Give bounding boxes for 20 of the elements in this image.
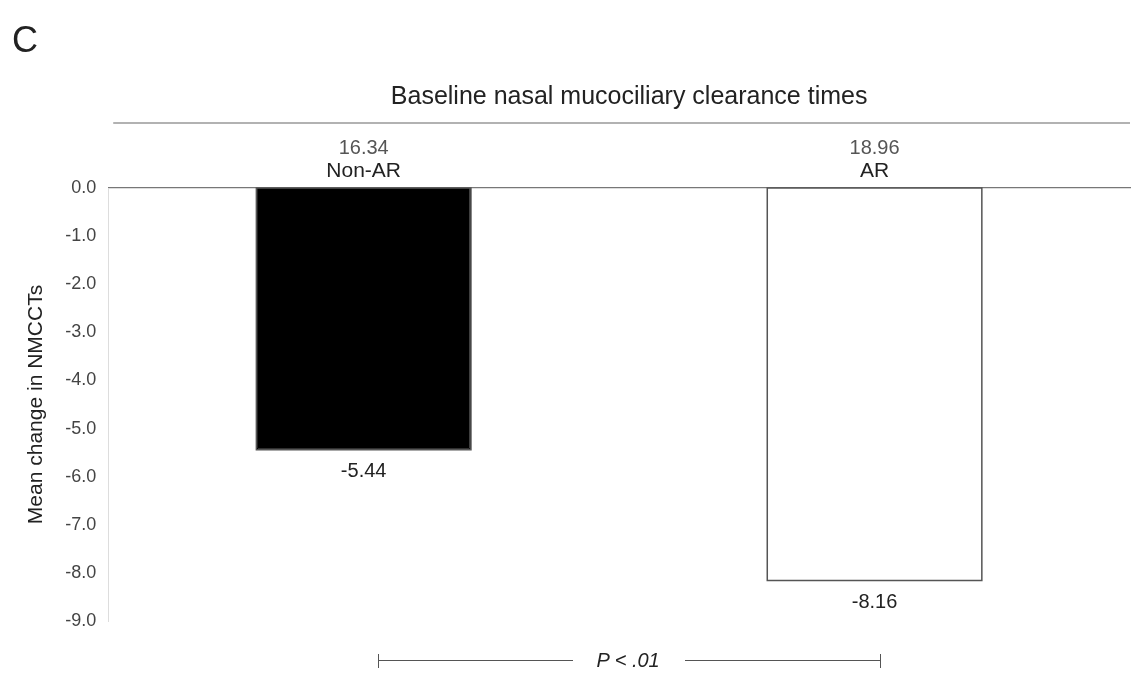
y-axis-title: Mean change in NMCCTs <box>23 284 47 525</box>
chart-title: Baseline nasal mucociliary clearance times <box>390 80 868 109</box>
x-tick-label: Non-AR <box>326 158 402 182</box>
text: C <box>12 18 38 60</box>
y-tick-label: -4.0 <box>65 369 97 390</box>
y-tick-label: -2.0 <box>65 273 97 294</box>
text: 18.96 <box>849 135 900 158</box>
text: P < .01 <box>596 648 660 671</box>
y-tick-label: -9.0 <box>65 609 97 630</box>
x-tick-label: AR <box>859 158 890 182</box>
text: 16.34 <box>338 135 389 158</box>
y-tick-label: -3.0 <box>65 321 97 342</box>
y-tick-label: -7.0 <box>65 513 97 534</box>
data-label: -5.44 <box>340 459 387 482</box>
data-label: -8.16 <box>851 590 898 613</box>
y-tick-label: -8.0 <box>65 561 97 582</box>
y-tick-label: 0.0 <box>71 176 97 197</box>
y-tick-label: -5.0 <box>65 417 97 438</box>
y-tick-label: -6.0 <box>65 465 97 486</box>
y-tick-label: -1.0 <box>65 225 97 246</box>
